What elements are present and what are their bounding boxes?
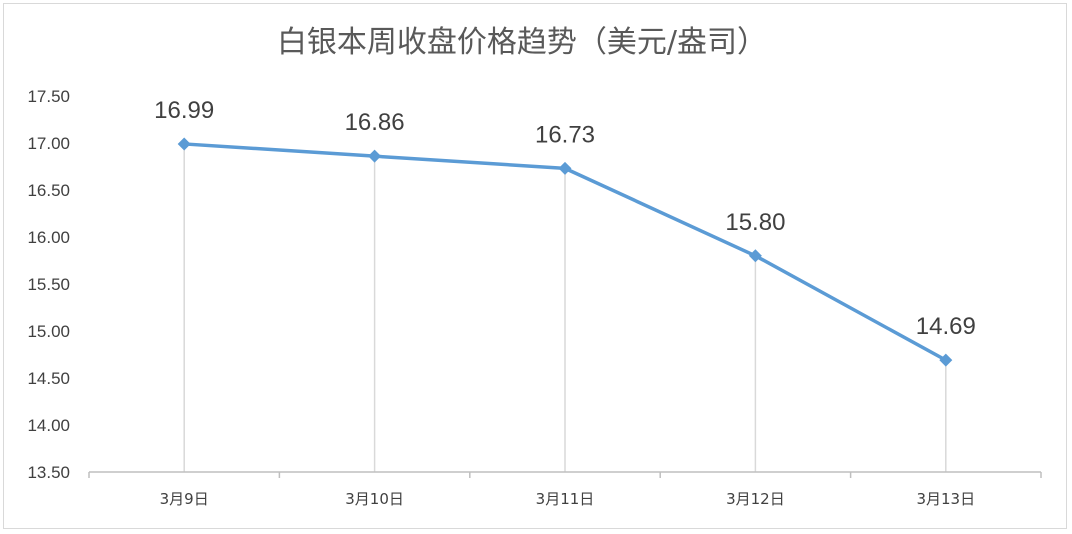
data-point-marker bbox=[368, 149, 382, 163]
data-point-marker bbox=[177, 137, 191, 151]
y-tick-label: 15.50 bbox=[27, 275, 70, 294]
data-point-marker bbox=[558, 161, 572, 175]
drop-lines bbox=[183, 143, 947, 472]
chart-frame bbox=[3, 3, 1067, 529]
data-label: 16.99 bbox=[154, 97, 214, 124]
y-tick-label: 17.00 bbox=[27, 134, 70, 153]
data-label: 15.80 bbox=[725, 209, 785, 236]
x-tick-label: 3月12日 bbox=[726, 490, 785, 508]
data-label: 16.86 bbox=[345, 109, 405, 136]
data-labels: 16.99 16.86 16.73 15.80 14.69 bbox=[154, 97, 976, 340]
series-markers bbox=[177, 137, 953, 367]
x-axis-labels: 3月9日 3月10日 3月11日 3月12日 3月13日 bbox=[160, 490, 975, 508]
y-tick-label: 17.50 bbox=[27, 87, 70, 106]
y-axis-ticks: 13.50 14.00 14.50 15.00 15.50 16.00 16.50 17.00… bbox=[27, 87, 70, 482]
y-tick-label: 16.00 bbox=[27, 228, 70, 247]
y-tick-label: 13.50 bbox=[27, 463, 70, 482]
y-tick-label: 14.00 bbox=[27, 416, 70, 435]
y-tick-label: 16.50 bbox=[27, 181, 70, 200]
x-tick-label: 3月13日 bbox=[916, 490, 975, 508]
y-tick-label: 15.00 bbox=[27, 322, 70, 341]
x-axis bbox=[88, 471, 1042, 478]
y-tick-label: 14.50 bbox=[27, 369, 70, 388]
x-tick-label: 3月9日 bbox=[160, 490, 209, 508]
x-tick-label: 3月11日 bbox=[536, 490, 595, 508]
chart-title: 白银本周收盘价格趋势（美元/盎司） bbox=[277, 25, 767, 60]
data-label: 14.69 bbox=[916, 313, 976, 340]
data-point-marker bbox=[939, 353, 953, 367]
data-point-marker bbox=[748, 249, 762, 263]
data-label: 16.73 bbox=[535, 121, 595, 148]
x-tick-label: 3月10日 bbox=[345, 490, 404, 508]
